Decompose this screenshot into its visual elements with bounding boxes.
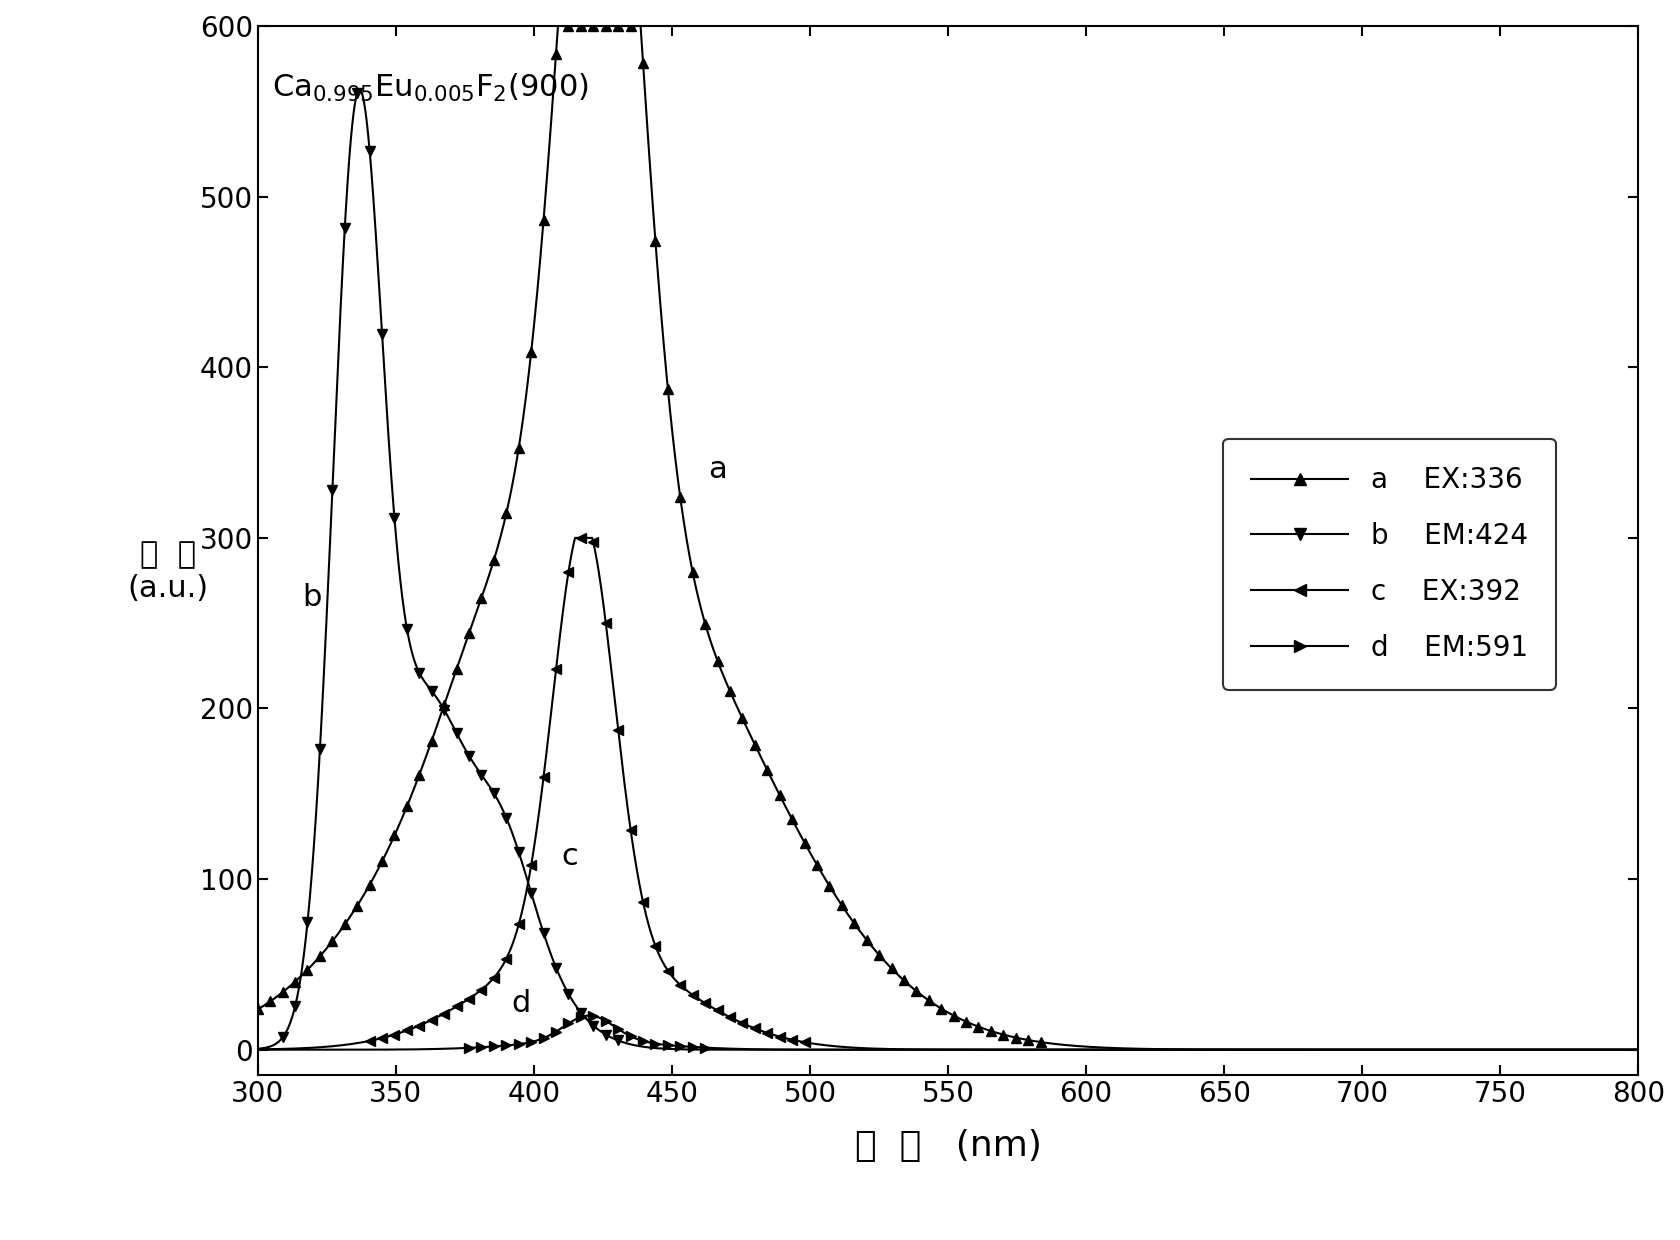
Text: b: b bbox=[302, 583, 321, 613]
Y-axis label: 强  度
(a.u.): 强 度 (a.u.) bbox=[128, 541, 208, 603]
Text: c: c bbox=[561, 842, 578, 872]
X-axis label: 波  长   (nm): 波 长 (nm) bbox=[855, 1128, 1042, 1163]
Legend: a    EX:336, b    EM:424, c    EX:392, d    EM:591: a EX:336, b EM:424, c EX:392, d EM:591 bbox=[1223, 439, 1556, 689]
Text: Ca$_{0.995}$Eu$_{0.005}$F$_2$(900): Ca$_{0.995}$Eu$_{0.005}$F$_2$(900) bbox=[272, 72, 588, 104]
Text: a: a bbox=[707, 455, 727, 484]
Text: d: d bbox=[512, 990, 531, 1018]
